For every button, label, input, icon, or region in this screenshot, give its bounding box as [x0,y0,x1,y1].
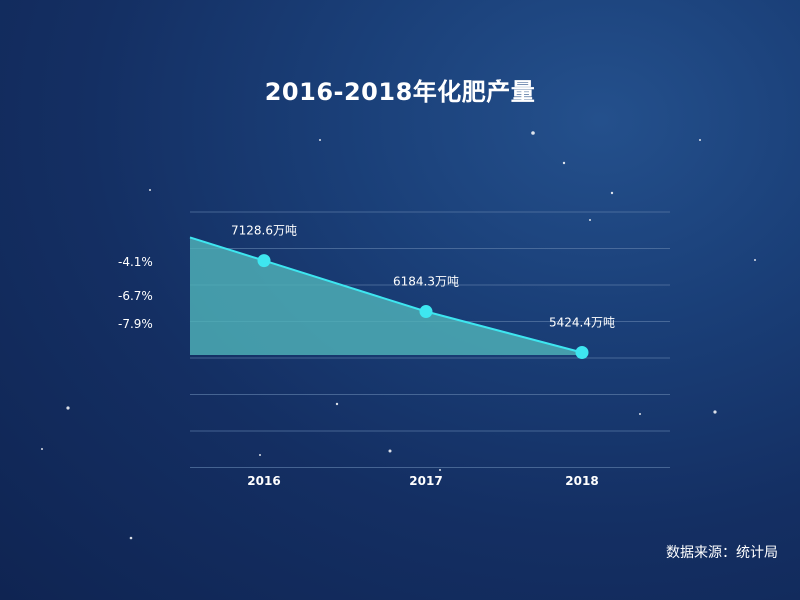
growth-label-2016: -4.1% [118,255,153,269]
star-6 [388,449,392,453]
star-12 [699,139,701,141]
growth-label-2018: -7.9% [118,317,153,331]
star-14 [259,454,261,456]
star-8 [639,413,641,415]
chart-title: 2016-2018年化肥产量 [264,78,536,106]
star-13 [439,469,441,471]
star-5 [335,402,339,406]
star-15 [754,259,756,261]
value-label-2018: 5424.4万吨 [549,316,615,330]
data-source-label: 数据来源：统计局 [666,545,778,561]
series-line [189,236,583,354]
star-7 [129,536,133,540]
star-17 [319,139,321,141]
data-point-2017[interactable] [419,305,433,319]
x-tick-label-2018: 2018 [565,474,598,488]
star-1 [562,161,566,165]
value-label-2016: 7128.6万吨 [231,224,297,238]
x-tick-label-2016: 2016 [247,474,280,488]
data-point-2016[interactable] [257,254,271,268]
star-16 [149,189,151,191]
star-10 [41,448,43,450]
star-0 [531,131,535,135]
area-fill [190,237,582,355]
growth-label-2017: -6.7% [118,289,153,303]
x-tick-label-2017: 2017 [409,474,442,488]
star-11 [499,79,501,81]
data-point-2018[interactable] [575,346,589,360]
star-4 [66,406,70,410]
star-3 [589,219,591,221]
star-2 [610,191,614,195]
value-label-2017: 6184.3万吨 [393,275,459,289]
star-9 [713,410,717,414]
